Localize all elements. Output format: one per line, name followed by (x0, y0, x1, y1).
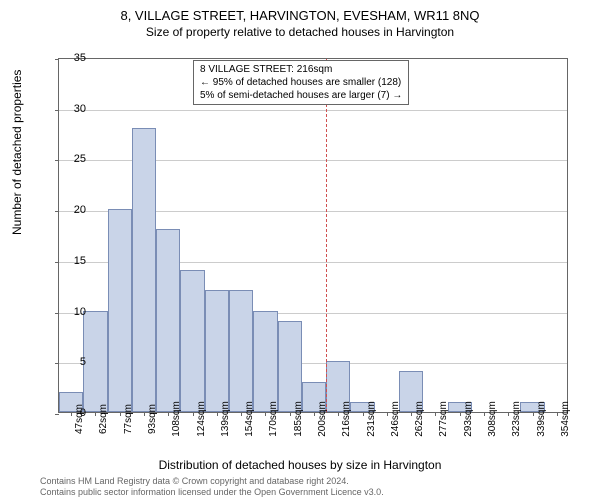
footer-line-1: Contains HM Land Registry data © Crown c… (40, 476, 384, 487)
xtick-label: 246sqm (390, 401, 401, 437)
ytick-mark (55, 313, 59, 314)
xtick-label: 77sqm (123, 404, 134, 434)
histogram-bar (253, 311, 277, 412)
histogram-bar (83, 311, 107, 412)
gridline (59, 110, 567, 111)
xtick-label: 185sqm (293, 401, 304, 437)
ytick-label: 20 (74, 204, 86, 216)
annotation-box: 8 VILLAGE STREET: 216sqm ← 95% of detach… (193, 60, 409, 105)
xtick-mark (460, 412, 461, 416)
ytick-mark (55, 160, 59, 161)
xtick-mark (241, 412, 242, 416)
histogram-bar (132, 128, 156, 412)
annotation-line-1: 8 VILLAGE STREET: 216sqm (200, 63, 402, 76)
xtick-mark (217, 412, 218, 416)
xtick-mark (193, 412, 194, 416)
footer: Contains HM Land Registry data © Crown c… (40, 476, 384, 498)
xtick-mark (265, 412, 266, 416)
xtick-label: 154sqm (244, 401, 255, 437)
xtick-mark (338, 412, 339, 416)
sub-title: Size of property relative to detached ho… (0, 23, 600, 39)
annotation-line-2: ← 95% of detached houses are smaller (12… (200, 76, 402, 89)
histogram-bar (156, 229, 180, 412)
xtick-label: 339sqm (536, 401, 547, 437)
xtick-mark (314, 412, 315, 416)
xtick-label: 216sqm (341, 401, 352, 437)
ytick-mark (55, 211, 59, 212)
ytick-mark (55, 414, 59, 415)
xtick-label: 139sqm (220, 401, 231, 437)
x-axis-label: Distribution of detached houses by size … (0, 458, 600, 472)
xtick-mark (435, 412, 436, 416)
histogram-bar (278, 321, 302, 412)
ytick-label: 25 (74, 153, 86, 165)
reference-vline (326, 59, 327, 412)
xtick-label: 293sqm (463, 401, 474, 437)
xtick-mark (387, 412, 388, 416)
ytick-label: 15 (74, 255, 86, 267)
ytick-mark (55, 363, 59, 364)
xtick-label: 308sqm (487, 401, 498, 437)
footer-line-2: Contains public sector information licen… (40, 487, 384, 498)
xtick-mark (120, 412, 121, 416)
xtick-label: 354sqm (560, 401, 571, 437)
chart-area (58, 58, 568, 413)
xtick-mark (168, 412, 169, 416)
histogram-bar (229, 290, 253, 412)
y-axis-label: Number of detached properties (10, 70, 24, 235)
xtick-mark (557, 412, 558, 416)
xtick-label: 124sqm (196, 401, 207, 437)
xtick-label: 200sqm (317, 401, 328, 437)
xtick-mark (363, 412, 364, 416)
main-title: 8, VILLAGE STREET, HARVINGTON, EVESHAM, … (0, 0, 600, 23)
histogram-bar (180, 270, 204, 412)
xtick-label: 262sqm (414, 401, 425, 437)
ytick-label: 5 (80, 356, 86, 368)
xtick-mark (95, 412, 96, 416)
xtick-label: 47sqm (74, 404, 85, 434)
xtick-mark (508, 412, 509, 416)
xtick-label: 277sqm (438, 401, 449, 437)
xtick-label: 62sqm (98, 404, 109, 434)
xtick-mark (144, 412, 145, 416)
histogram-bar (205, 290, 229, 412)
ytick-label: 35 (74, 52, 86, 64)
xtick-mark (484, 412, 485, 416)
xtick-mark (71, 412, 72, 416)
xtick-label: 108sqm (171, 401, 182, 437)
ytick-mark (55, 59, 59, 60)
xtick-label: 231sqm (366, 401, 377, 437)
xtick-mark (290, 412, 291, 416)
xtick-mark (411, 412, 412, 416)
ytick-label: 30 (74, 103, 86, 115)
ytick-mark (55, 110, 59, 111)
xtick-label: 323sqm (511, 401, 522, 437)
ytick-label: 10 (74, 306, 86, 318)
xtick-label: 170sqm (268, 401, 279, 437)
annotation-line-3: 5% of semi-detached houses are larger (7… (200, 89, 402, 102)
xtick-mark (533, 412, 534, 416)
histogram-bar (108, 209, 132, 412)
xtick-label: 93sqm (147, 404, 158, 434)
ytick-mark (55, 262, 59, 263)
